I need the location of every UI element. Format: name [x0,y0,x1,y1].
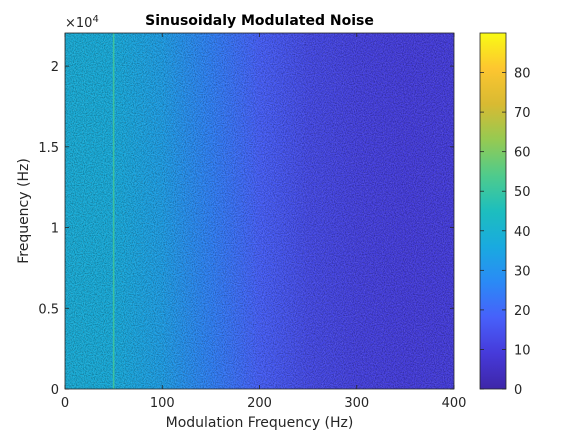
y-axis-label: Frequency (Hz) [16,158,32,264]
x-tick-label: 0 [61,396,69,411]
y-axis: 0 0.5 1 1.5 2 [38,60,454,398]
y-exponent-label: ×104 [65,14,99,31]
colorbar: 0 10 20 30 40 50 60 70 80 [479,32,531,398]
y-tick-label: 1.5 [38,141,59,156]
colorbar-tick-label: 0 [514,383,522,398]
x-axis: 0 100 200 300 400 [61,33,467,411]
colorbar-tick-label: 30 [514,264,531,279]
colorbar-tick-label: 60 [514,146,531,161]
colorbar-tick-label: 50 [514,185,531,200]
y-tick-label: 0 [51,383,59,398]
plot-area [64,32,455,390]
y-tick-label: 0.5 [38,302,59,317]
highlight-line-50hz [112,33,115,389]
x-axis-label: Modulation Frequency (Hz) [166,415,354,431]
x-tick-label: 300 [344,396,369,411]
x-tick-label: 200 [247,396,272,411]
colorbar-tick-label: 80 [514,67,531,82]
colorbar-frame [479,32,507,390]
y-tick-label: 1 [51,222,59,237]
colorbar-gradient [480,33,506,389]
colorbar-tick-label: 20 [514,304,531,319]
x-tick-label: 400 [442,396,467,411]
x-tick-label: 100 [150,396,175,411]
colorbar-tick-label: 10 [514,343,531,358]
colorbar-tick-label: 70 [514,106,531,121]
colorbar-ticks: 0 10 20 30 40 50 60 70 80 [480,67,531,398]
colorbar-tick-label: 40 [514,225,531,240]
heatmap-noise-light [65,33,454,389]
y-tick-label: 2 [51,60,59,75]
chart-title: Sinusoidaly Modulated Noise [145,13,374,29]
